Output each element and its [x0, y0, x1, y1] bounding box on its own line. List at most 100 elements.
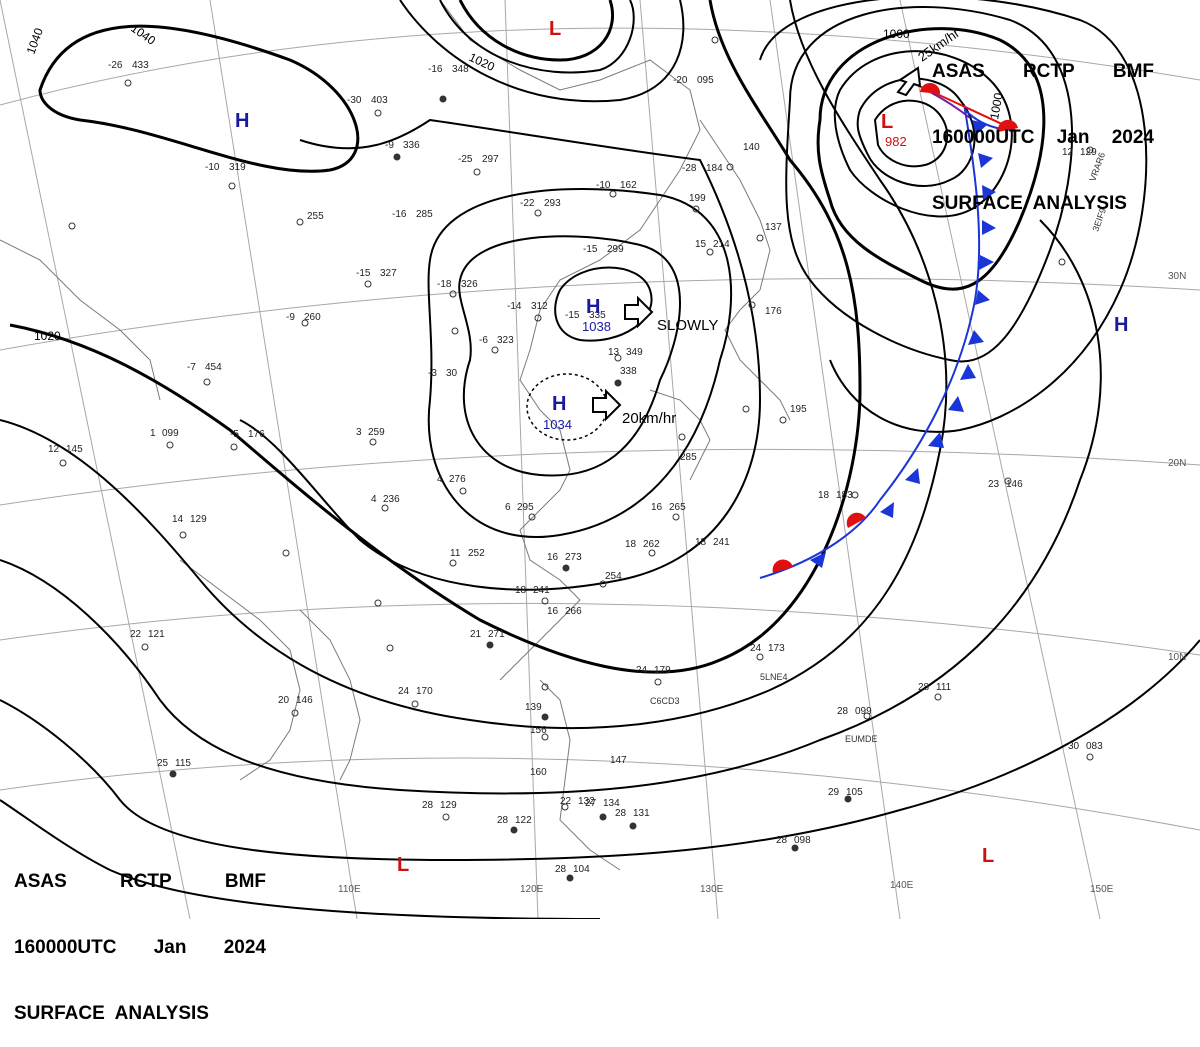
lat-line-10n [0, 602, 1200, 656]
header-source: ASAS [932, 61, 985, 82]
station-temperature: 11 [450, 548, 461, 559]
isobar-1040-w [38, 24, 360, 173]
station-temperature: -14 [507, 301, 522, 312]
station-pressure: 146 [296, 695, 313, 706]
station-pressure: 254 [605, 571, 622, 582]
header-year: 2024 [1111, 127, 1154, 148]
station-pressure: 273 [565, 552, 582, 563]
header-source: ASAS [14, 871, 67, 892]
lon-label: 130E [700, 884, 724, 895]
station-temperature: 28 [837, 706, 849, 717]
station-temperature: 21 [470, 629, 482, 640]
station-pressure: 184 [706, 163, 723, 174]
station-temperature: -28 [682, 163, 697, 174]
map-header-top: ASAS RCTP BMF 160000UTC Jan 2024 SURFACE ANA… [932, 17, 1154, 237]
low-center-symbol: L [397, 854, 409, 876]
station-temperature: 16 [547, 606, 559, 617]
high-center-symbol: H [1114, 314, 1128, 336]
station-pressure: 183 [836, 490, 853, 501]
lon-line-120e [504, 0, 539, 919]
arrow-20kmhr [592, 388, 622, 422]
station-temperature: -9 [385, 140, 394, 151]
station-temperature: 28 [497, 815, 509, 826]
high-center-1034-symbol: H [552, 393, 566, 415]
station-temperature: 28 [555, 864, 567, 875]
low-center-982-value: 982 [885, 134, 907, 149]
station-temperature: -7 [187, 362, 196, 373]
station-pressure: 132 [578, 796, 595, 807]
station-temperature: -16 [392, 209, 407, 220]
movement-label-20kmhr: 20km/hr [622, 410, 676, 427]
station-pressure: 271 [488, 629, 505, 640]
lat-line-40n [0, 27, 1200, 106]
station-temperature: 24 [750, 643, 762, 654]
header-station: RCTP [1022, 61, 1075, 82]
lon-line-150e [899, 0, 1101, 919]
header-time: 160000UTC [14, 937, 117, 958]
lat-line-30n [0, 278, 1200, 351]
station-pressure: 129 [440, 800, 457, 811]
station-temperature: 29 [828, 787, 840, 798]
station-pressure: 173 [768, 643, 785, 654]
lon-label: 150E [1090, 884, 1114, 895]
isobar-label: 1000 [883, 27, 910, 41]
arrow-25kmhr [896, 66, 922, 97]
station-pressure: 327 [380, 268, 397, 279]
station-pressure: 146 [1006, 479, 1023, 490]
station-temperature: 13 [608, 347, 620, 358]
station-pressure: 170 [416, 686, 433, 697]
station-pressure: 293 [544, 198, 561, 209]
arrow-slowly [624, 295, 654, 329]
station-temperature: 23 [988, 479, 1000, 490]
isobar-1008-ne [759, 0, 1148, 433]
station-temperature: 18 [695, 537, 707, 548]
isobar-1032-h [458, 235, 681, 477]
station-pressure: 129 [190, 514, 207, 525]
low-center-982-symbol: L [881, 111, 893, 133]
high-center-1038-value: 1038 [582, 319, 611, 334]
ship-id: C6CD3 [650, 696, 680, 706]
station-pressure: 433 [132, 60, 149, 71]
station-pressure: 348 [452, 64, 469, 75]
high-center-symbol: H [235, 110, 249, 132]
station-pressure: 252 [468, 548, 485, 559]
station-pressure: 241 [713, 537, 730, 548]
lon-line-140e [769, 0, 901, 919]
station-temperature: 4 [437, 474, 443, 485]
station-temperature: 18 [625, 539, 637, 550]
station-pressure: 312 [531, 301, 548, 312]
isobar-1012 [0, 219, 1102, 795]
station-markers [59, 36, 1094, 882]
station-temperature: -20 [673, 75, 688, 86]
isobar-1024 [239, 118, 762, 591]
high-center-1034-value: 1034 [543, 417, 572, 432]
lat-label: 30N [1168, 271, 1186, 282]
station-pressure: 236 [383, 494, 400, 505]
station-temperature: -18 [437, 279, 452, 290]
station-pressure: 199 [689, 193, 706, 204]
low-center-symbol: L [982, 845, 994, 867]
station-temperature: 20 [278, 695, 290, 706]
station-temperature: 22 [560, 796, 572, 807]
station-pressure: 262 [643, 539, 660, 550]
isobar-1008 [0, 639, 1200, 862]
station-pressure: 145 [66, 444, 83, 455]
station-pressure: 099 [855, 706, 872, 717]
station-pressure: 095 [697, 75, 714, 86]
station-pressure: 338 [620, 366, 637, 377]
station-pressure: 403 [371, 95, 388, 106]
isobar-1004-ne [785, 6, 1074, 363]
station-pressure: 326 [461, 279, 478, 290]
isobar-1000 [816, 27, 1046, 291]
station-pressure: 335 [589, 310, 606, 321]
station-pressure: 255 [307, 211, 324, 222]
occluded-front-line [929, 91, 971, 119]
station-pressure: 162 [620, 180, 637, 191]
station-pressure: 099 [162, 428, 179, 439]
station-temperature: 14 [172, 514, 184, 525]
station-pressure: 179 [654, 665, 671, 676]
station-temperature: -30 [347, 95, 362, 106]
header-time: 160000UTC [932, 127, 1035, 148]
isobar-1040-n [458, 0, 615, 62]
station-pressure: 156 [530, 725, 547, 736]
